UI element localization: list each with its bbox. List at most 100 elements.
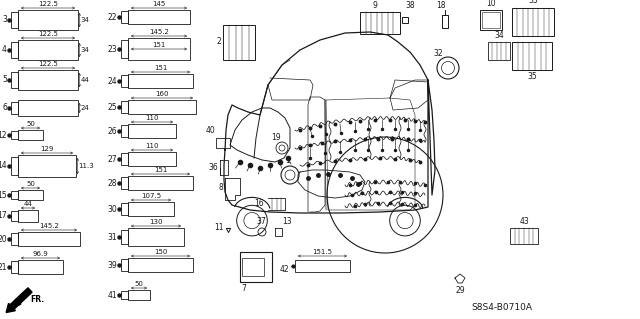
Text: FR.: FR. bbox=[30, 295, 44, 305]
Text: 32: 32 bbox=[433, 49, 443, 58]
Bar bbox=[482, 12, 500, 28]
Bar bbox=[121, 204, 128, 215]
Text: 21: 21 bbox=[0, 263, 7, 271]
Bar bbox=[512, 42, 552, 70]
Bar bbox=[121, 177, 128, 189]
Text: 122.5: 122.5 bbox=[38, 1, 58, 7]
Text: 151: 151 bbox=[152, 42, 166, 48]
Text: 145.2: 145.2 bbox=[39, 223, 59, 229]
Bar bbox=[223, 25, 255, 60]
Bar bbox=[18, 10, 78, 30]
Text: 26: 26 bbox=[108, 127, 117, 136]
Text: 43: 43 bbox=[519, 217, 529, 226]
Bar bbox=[128, 202, 174, 216]
Bar bbox=[128, 10, 190, 24]
Text: 20: 20 bbox=[0, 234, 7, 243]
Bar bbox=[18, 260, 63, 274]
Bar bbox=[18, 190, 43, 200]
Text: 25: 25 bbox=[108, 102, 117, 112]
Text: 38: 38 bbox=[405, 1, 415, 10]
Bar bbox=[128, 176, 193, 190]
Bar bbox=[18, 155, 76, 177]
Bar bbox=[11, 261, 18, 273]
Text: 36: 36 bbox=[208, 162, 218, 172]
Text: 35: 35 bbox=[527, 72, 537, 81]
Bar bbox=[18, 100, 78, 116]
Text: 30: 30 bbox=[108, 204, 117, 213]
Bar bbox=[512, 8, 554, 36]
Text: 1: 1 bbox=[285, 156, 291, 165]
Text: 129: 129 bbox=[40, 146, 54, 152]
Bar bbox=[128, 124, 176, 138]
Bar bbox=[240, 252, 272, 282]
Text: 8: 8 bbox=[218, 183, 223, 192]
Text: 50: 50 bbox=[134, 281, 143, 287]
Text: 34: 34 bbox=[81, 17, 90, 23]
Bar bbox=[11, 101, 18, 115]
FancyArrow shape bbox=[6, 288, 32, 313]
Bar bbox=[11, 131, 18, 139]
Text: 41: 41 bbox=[108, 291, 117, 300]
Bar bbox=[18, 232, 80, 246]
Text: 50: 50 bbox=[26, 181, 35, 187]
Text: S8S4-B0710A: S8S4-B0710A bbox=[472, 303, 532, 313]
Bar bbox=[128, 258, 193, 272]
Bar bbox=[121, 101, 128, 113]
Bar bbox=[11, 157, 18, 175]
Text: 31: 31 bbox=[108, 233, 117, 241]
Bar bbox=[11, 191, 18, 199]
Text: 151: 151 bbox=[154, 65, 167, 71]
Bar bbox=[242, 258, 264, 276]
Text: 122.5: 122.5 bbox=[38, 31, 58, 37]
Text: 145: 145 bbox=[152, 1, 166, 7]
Bar bbox=[121, 230, 128, 244]
Text: 107.5: 107.5 bbox=[141, 193, 161, 199]
Text: 13: 13 bbox=[282, 217, 292, 226]
Text: 4: 4 bbox=[2, 46, 7, 55]
Text: 160: 160 bbox=[156, 91, 169, 97]
Bar bbox=[11, 211, 18, 221]
Text: 44: 44 bbox=[24, 201, 33, 207]
Text: 44: 44 bbox=[81, 77, 89, 83]
Text: 39: 39 bbox=[108, 261, 117, 270]
Text: 5: 5 bbox=[2, 76, 7, 85]
Bar bbox=[18, 130, 43, 140]
Text: 23: 23 bbox=[108, 44, 117, 54]
Bar bbox=[18, 40, 78, 60]
Text: 151: 151 bbox=[154, 167, 167, 173]
Bar bbox=[128, 100, 196, 114]
Text: 145.2: 145.2 bbox=[149, 29, 169, 35]
Bar bbox=[121, 291, 128, 299]
Text: 14: 14 bbox=[0, 161, 7, 170]
Bar bbox=[480, 10, 502, 30]
Text: 34: 34 bbox=[81, 47, 90, 53]
Text: 34: 34 bbox=[494, 31, 504, 40]
Bar bbox=[360, 12, 400, 34]
Bar bbox=[121, 75, 128, 86]
Text: 11.3: 11.3 bbox=[79, 163, 94, 169]
Bar bbox=[128, 38, 190, 60]
Text: 11: 11 bbox=[214, 224, 224, 233]
Bar bbox=[11, 234, 18, 245]
Text: 12: 12 bbox=[0, 130, 7, 139]
Text: 42: 42 bbox=[280, 265, 289, 275]
Text: 28: 28 bbox=[108, 179, 117, 188]
Bar bbox=[121, 40, 128, 58]
Text: 19: 19 bbox=[271, 133, 281, 142]
Bar bbox=[18, 210, 38, 222]
Bar bbox=[121, 125, 128, 137]
Bar bbox=[121, 259, 128, 271]
Text: 2: 2 bbox=[216, 38, 221, 47]
Text: 7: 7 bbox=[241, 284, 246, 293]
Text: 151.5: 151.5 bbox=[312, 249, 332, 255]
Text: 150: 150 bbox=[154, 249, 167, 255]
Bar bbox=[11, 42, 18, 58]
Text: 29: 29 bbox=[455, 286, 465, 295]
Text: 24: 24 bbox=[108, 77, 117, 85]
Bar bbox=[510, 228, 538, 244]
Bar bbox=[128, 152, 176, 166]
Text: 3: 3 bbox=[2, 16, 7, 25]
Text: 110: 110 bbox=[145, 143, 159, 149]
Bar bbox=[128, 228, 184, 246]
Text: 6: 6 bbox=[2, 103, 7, 113]
